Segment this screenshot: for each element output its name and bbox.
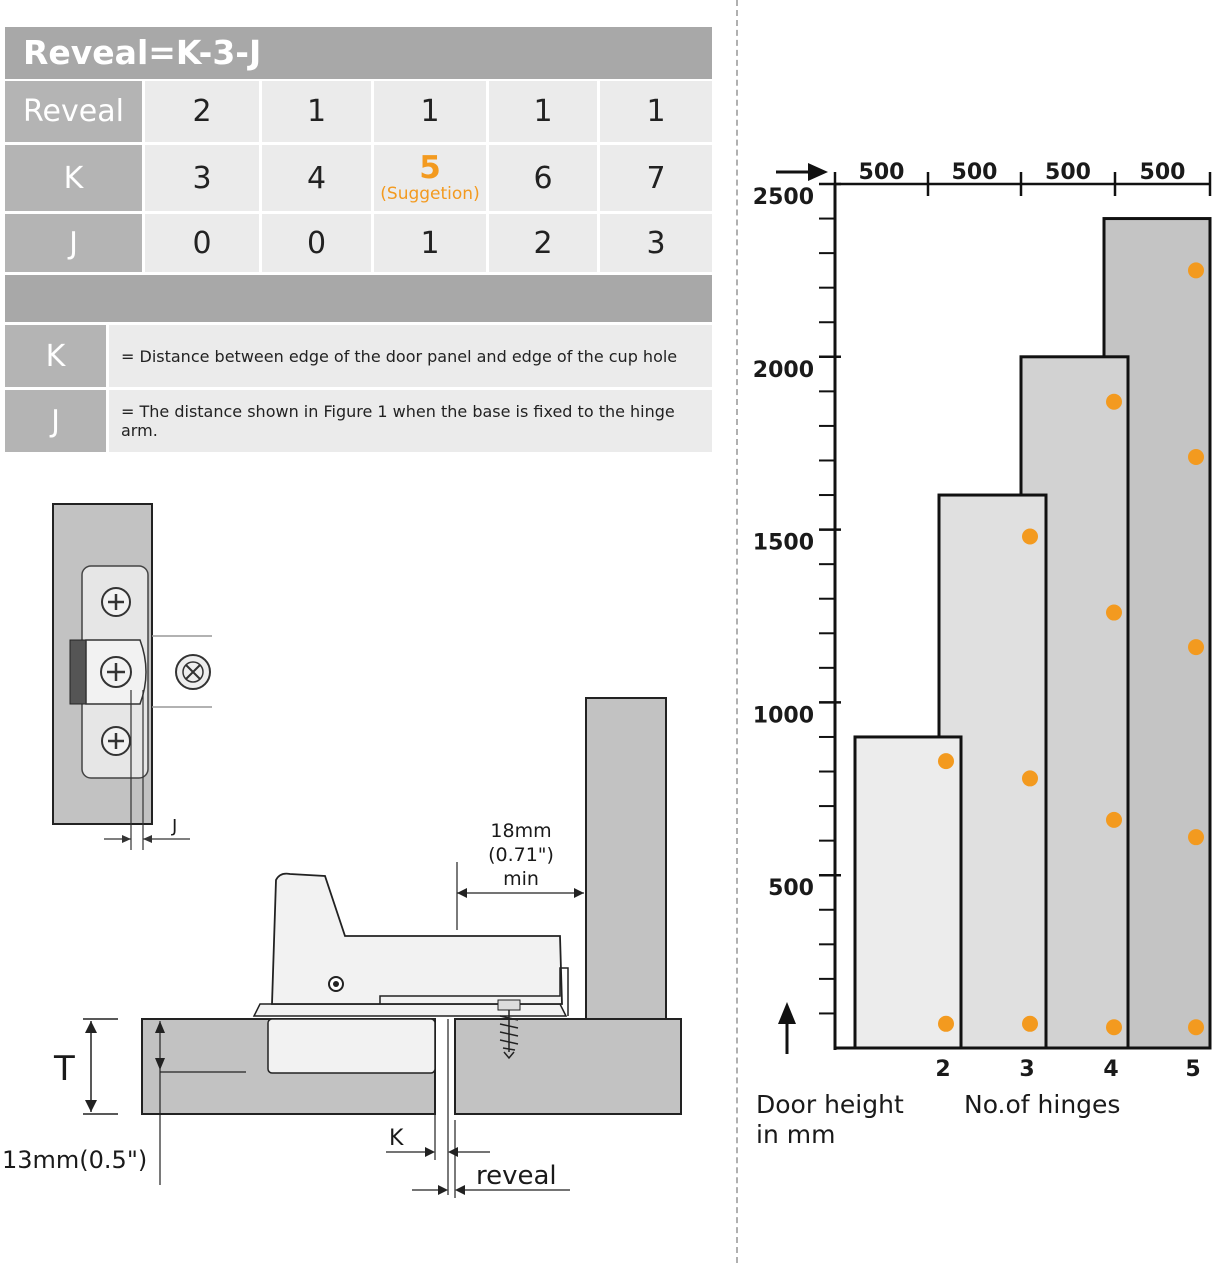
table-cell: 1 [374,81,489,142]
suggestion-note: (Suggetion) [380,184,480,204]
hinge-diagram: J 18mm (0.71") min T 13mm(0.5") K rev [2,503,682,1198]
figure-2-side-view: 18mm (0.71") min T 13mm(0.5") K reveal [2,697,682,1198]
label-j: J [171,816,177,837]
separator-band [5,275,712,322]
y-axis-title-line2: in mm [756,1120,835,1149]
definition-key: K [5,325,109,387]
suggested-cell: 5 (Suggetion) [374,145,489,211]
hinge-dot [1106,604,1122,621]
hinge-dot [1188,449,1204,466]
y-axis-title-line1: Door height [756,1090,904,1119]
hinge-dot [1106,1019,1122,1036]
hinge-dot [938,1015,954,1032]
x-tick-label: 4 [1103,1057,1118,1082]
table-cell: 6 [489,145,600,211]
hinge-dot [1188,1019,1204,1036]
table-cell: 1 [262,81,374,142]
table-cell: 1 [600,81,712,142]
width-arrow-head [808,163,828,181]
hinge-dot [1106,393,1122,410]
width-label: 500 [952,160,998,185]
table-cell: 2 [145,81,262,142]
label-reveal: reveal [476,1161,557,1191]
table-row-j: J 0 0 1 2 3 [5,214,712,272]
width-label: 500 [859,160,905,185]
table-cell: 0 [262,214,374,272]
thickness-label: 13mm(0.5") [2,1146,147,1174]
table-cell: 2 [489,214,600,272]
table-title: Reveal=K-3-J [5,27,712,79]
hinge-dot [938,753,954,770]
definition-key: J [5,390,109,452]
table-row-k: K 3 4 5 (Suggetion) 6 7 [5,145,712,211]
y-tick-label: 2000 [753,358,814,383]
x-tick-label: 5 [1185,1057,1200,1082]
x-tick-label: 2 [935,1057,950,1082]
figure-1-top-view: J [52,503,212,850]
table-cell: 3 [600,214,712,272]
table-cell: 1 [489,81,600,142]
definition-text: = The distance shown in Figure 1 when th… [109,390,712,452]
definition-j: J = The distance shown in Figure 1 when … [5,390,712,452]
label-t: T [53,1049,75,1089]
hinge-dot [1022,1015,1038,1032]
width-label: 500 [1140,160,1186,185]
row-label: J [5,214,145,272]
gap-label-3: min [503,868,539,890]
hinge-dot [1188,829,1204,846]
dashed-divider [736,0,738,1263]
definition-k: K = Distance between edge of the door pa… [5,325,712,387]
row-label: Reveal [5,81,145,142]
suggested-value: 5 [419,150,441,186]
height-arrow-head [778,1002,796,1024]
y-tick-label: 1000 [753,703,814,728]
table-cell: 7 [600,145,712,211]
table-cell: 0 [145,214,262,272]
y-tick-label: 500 [768,876,814,901]
chart-bar [853,735,963,1050]
hinge-dot [1106,811,1122,828]
y-tick-label: 1500 [753,531,814,556]
hinge-dot [1022,528,1038,545]
hinge-dot [1188,639,1204,656]
label-k: K [389,1126,404,1151]
x-tick-label: 3 [1019,1057,1034,1082]
table-cell: 4 [262,145,374,211]
gap-label-2: (0.71") [488,844,554,866]
gap-label-1: 18mm [490,820,551,842]
x-axis-title: No.of hinges [964,1090,1120,1119]
hinge-dot [1188,262,1204,279]
width-label: 500 [1045,160,1091,185]
y-tick-label: 2500 [753,185,814,210]
definition-text: = Distance between edge of the door pane… [109,325,712,387]
hinge-dot [1022,770,1038,787]
table-cell: 3 [145,145,262,211]
table-cell: 1 [374,214,489,272]
table-row-reveal: Reveal 2 1 1 1 1 [5,81,712,142]
row-label: K [5,145,145,211]
